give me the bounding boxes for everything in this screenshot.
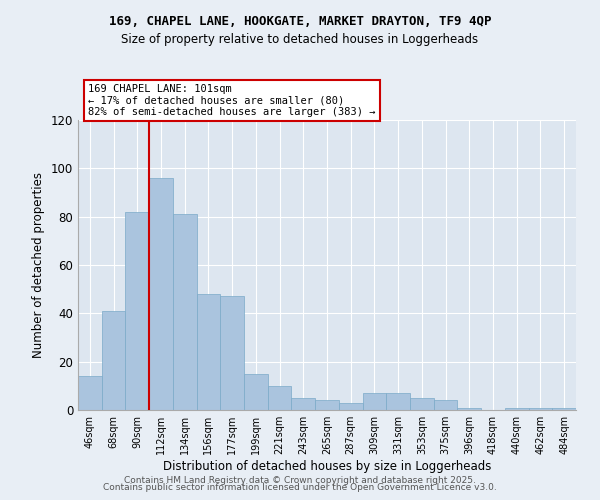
Bar	[362, 393, 386, 410]
Bar	[78, 376, 102, 410]
Bar	[434, 400, 457, 410]
Bar	[457, 408, 481, 410]
Bar	[315, 400, 339, 410]
Text: Contains public sector information licensed under the Open Government Licence v3: Contains public sector information licen…	[103, 484, 497, 492]
Text: 169 CHAPEL LANE: 101sqm
← 17% of detached houses are smaller (80)
82% of semi-de: 169 CHAPEL LANE: 101sqm ← 17% of detache…	[88, 84, 376, 117]
Bar	[197, 294, 220, 410]
Bar	[268, 386, 292, 410]
Text: Contains HM Land Registry data © Crown copyright and database right 2025.: Contains HM Land Registry data © Crown c…	[124, 476, 476, 485]
Bar	[220, 296, 244, 410]
Text: Size of property relative to detached houses in Loggerheads: Size of property relative to detached ho…	[121, 32, 479, 46]
Bar	[292, 398, 315, 410]
Bar	[552, 408, 576, 410]
Bar	[505, 408, 529, 410]
Bar	[386, 393, 410, 410]
Bar	[529, 408, 552, 410]
Bar	[149, 178, 173, 410]
Bar	[339, 403, 362, 410]
Bar	[410, 398, 434, 410]
Bar	[173, 214, 197, 410]
Bar	[102, 311, 125, 410]
X-axis label: Distribution of detached houses by size in Loggerheads: Distribution of detached houses by size …	[163, 460, 491, 473]
Bar	[244, 374, 268, 410]
Bar	[125, 212, 149, 410]
Text: 169, CHAPEL LANE, HOOKGATE, MARKET DRAYTON, TF9 4QP: 169, CHAPEL LANE, HOOKGATE, MARKET DRAYT…	[109, 15, 491, 28]
Y-axis label: Number of detached properties: Number of detached properties	[32, 172, 45, 358]
